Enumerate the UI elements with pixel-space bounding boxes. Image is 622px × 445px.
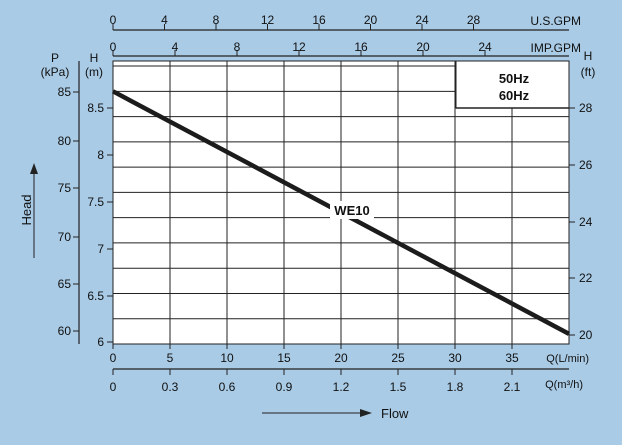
x-tick-label-impgpm: 4 bbox=[172, 40, 179, 54]
x-tick-label-m3h: 0 bbox=[110, 380, 117, 394]
x-tick-label-impgpm: 20 bbox=[416, 40, 430, 54]
flow-label: Flow bbox=[381, 406, 409, 421]
y-tick-label-ft: 20 bbox=[579, 328, 593, 342]
y-tick-label-ft: 28 bbox=[579, 101, 593, 115]
x-tick-label-lmin: 10 bbox=[220, 351, 234, 365]
y-tick-label-m: 8.5 bbox=[87, 101, 104, 115]
x-tick-label-lmin: 15 bbox=[277, 351, 291, 365]
x-tick-label-lmin: 0 bbox=[110, 351, 117, 365]
y-tick-label-ft: 26 bbox=[579, 158, 593, 172]
legend-50hz: 50Hz bbox=[499, 71, 530, 86]
h-axis-title: H bbox=[90, 51, 99, 65]
x-tick-label-usgpm: 28 bbox=[467, 13, 481, 27]
ft-axis-unit: (ft) bbox=[581, 65, 596, 79]
x-tick-label-impgpm: 0 bbox=[110, 40, 117, 54]
x-tick-label-m3h: 0.3 bbox=[162, 380, 179, 394]
lmin-axis-title: Q(L/min) bbox=[546, 353, 589, 365]
x-tick-label-lmin: 35 bbox=[505, 351, 519, 365]
y-tick-label-m: 6 bbox=[97, 335, 104, 349]
x-tick-label-m3h: 0.9 bbox=[276, 380, 293, 394]
x-tick-label-lmin: 25 bbox=[391, 351, 405, 365]
x-tick-label-m3h: 1.8 bbox=[447, 380, 464, 394]
x-tick-label-impgpm: 12 bbox=[292, 40, 306, 54]
y-tick-label-kpa: 75 bbox=[58, 181, 72, 195]
x-tick-label-usgpm: 8 bbox=[213, 13, 220, 27]
x-tick-label-lmin: 20 bbox=[334, 351, 348, 365]
x-tick-label-m3h: 2.1 bbox=[504, 380, 521, 394]
x-tick-label-usgpm: 12 bbox=[261, 13, 275, 27]
p-axis-title: P bbox=[51, 51, 59, 65]
y-tick-label-kpa: 85 bbox=[58, 85, 72, 99]
legend-box bbox=[455, 60, 570, 109]
head-arrow-icon bbox=[30, 163, 38, 174]
y-tick-label-kpa: 70 bbox=[58, 230, 72, 244]
h-axis-unit: (m) bbox=[85, 65, 103, 79]
y-tick-label-kpa: 80 bbox=[58, 134, 72, 148]
x-tick-label-lmin: 5 bbox=[167, 351, 174, 365]
x-tick-label-impgpm: 8 bbox=[234, 40, 241, 54]
y-tick-label-m: 7 bbox=[97, 242, 104, 256]
x-tick-label-lmin: 30 bbox=[448, 351, 462, 365]
x-tick-label-usgpm: 24 bbox=[415, 13, 429, 27]
y-tick-label-m: 6.5 bbox=[87, 289, 104, 303]
head-label: Head bbox=[19, 194, 34, 225]
y-tick-label-m: 7.5 bbox=[87, 195, 104, 209]
x-tick-label-m3h: 1.2 bbox=[333, 380, 350, 394]
p-axis-unit: (kPa) bbox=[41, 65, 70, 79]
x-tick-label-impgpm: 16 bbox=[354, 40, 368, 54]
usgpm-axis-title: U.S.GPM bbox=[530, 14, 581, 28]
series-label-we10: WE10 bbox=[334, 203, 369, 218]
y-tick-label-kpa: 65 bbox=[58, 277, 72, 291]
y-tick-label-m: 8 bbox=[97, 148, 104, 162]
y-tick-label-ft: 24 bbox=[579, 215, 593, 229]
flow-arrow-icon bbox=[360, 409, 372, 417]
ft-axis-title: H bbox=[584, 49, 593, 63]
y-tick-label-ft: 22 bbox=[579, 271, 593, 285]
series-label-bg bbox=[330, 201, 374, 219]
x-tick-label-impgpm: 24 bbox=[478, 40, 492, 54]
x-tick-label-m3h: 0.6 bbox=[219, 380, 236, 394]
y-tick-label-kpa: 60 bbox=[58, 324, 72, 338]
legend-60hz: 60Hz bbox=[499, 88, 530, 103]
impgpm-axis-title: IMP.GPM bbox=[531, 41, 581, 55]
x-tick-label-usgpm: 0 bbox=[110, 13, 117, 27]
x-tick-label-usgpm: 16 bbox=[312, 13, 326, 27]
x-tick-label-usgpm: 20 bbox=[364, 13, 378, 27]
m3h-axis-title: Q(m³/h) bbox=[545, 379, 583, 391]
x-tick-label-usgpm: 4 bbox=[161, 13, 168, 27]
x-tick-label-m3h: 1.5 bbox=[390, 380, 407, 394]
